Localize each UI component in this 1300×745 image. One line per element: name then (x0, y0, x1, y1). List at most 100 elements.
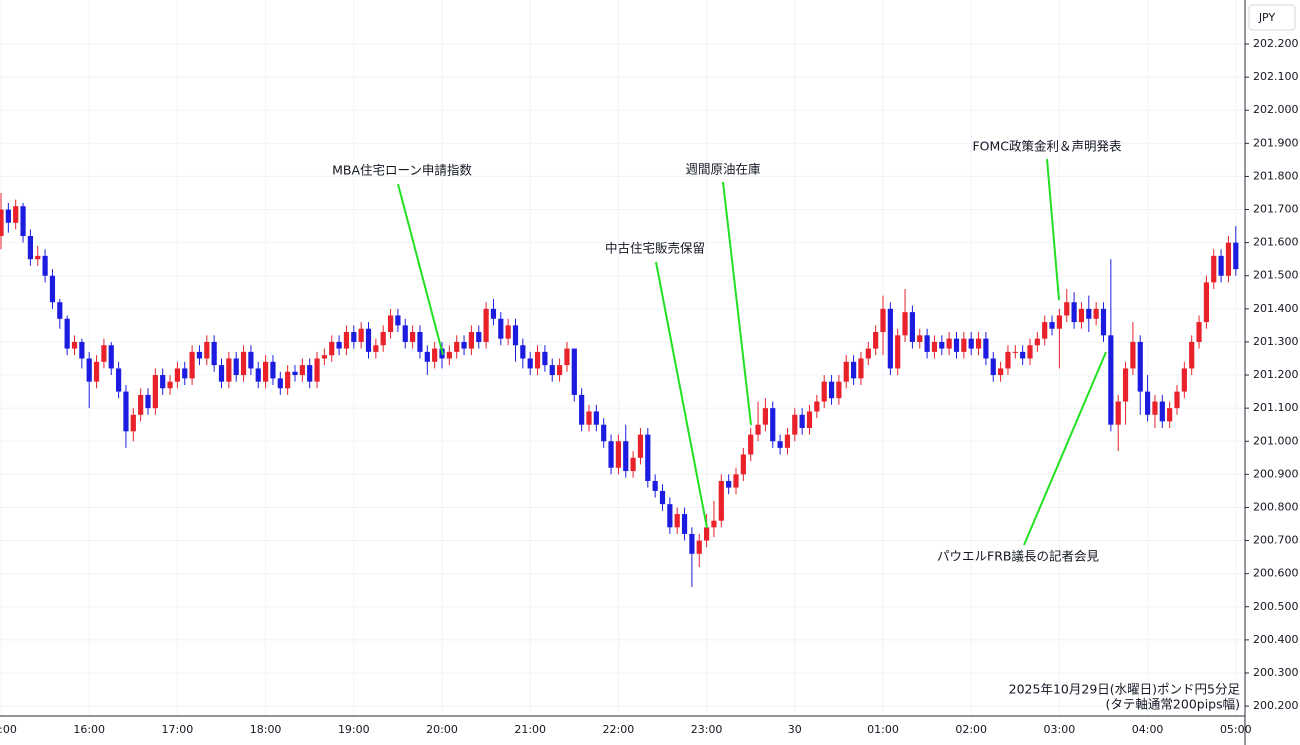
x-tick-label: 05:00 (1220, 723, 1252, 736)
x-tick-label: 20:00 (426, 723, 458, 736)
candle-body (417, 332, 423, 352)
candle-body (93, 361, 100, 382)
candle-body (1027, 345, 1033, 359)
candle-body (233, 358, 239, 376)
candle-body (961, 338, 967, 352)
candle-body (329, 341, 335, 356)
annotation-line (1046, 158, 1060, 301)
x-tick-label: 17:00 (162, 723, 194, 736)
candle-body (490, 308, 497, 319)
x-tick-label: 30 (788, 723, 802, 736)
candle-body (336, 341, 342, 349)
candle-body (557, 365, 563, 376)
candle-body (1174, 391, 1180, 409)
candle-body (630, 457, 636, 472)
candle-body (733, 474, 739, 488)
candle-body (49, 275, 56, 303)
candle-body (42, 255, 48, 276)
candle-body (527, 358, 533, 369)
y-tick-label: 200.500 (1253, 600, 1299, 613)
y-tick-label: 200.600 (1253, 567, 1299, 580)
candle-body (211, 341, 217, 366)
y-tick-label: 200.700 (1253, 534, 1299, 547)
candle-body (843, 361, 849, 382)
candle-body (586, 411, 592, 425)
annotation-line (655, 261, 708, 529)
x-tick-label: 22:00 (603, 723, 635, 736)
candle-body (1056, 315, 1062, 329)
candle-body (902, 312, 908, 336)
y-tick-label: 201.800 (1253, 169, 1299, 182)
candle-body (1225, 242, 1232, 276)
candle-body (770, 408, 776, 442)
candle-body (402, 325, 408, 342)
candle-body (1218, 255, 1224, 276)
candle-body (71, 341, 78, 349)
candle-body (1064, 302, 1070, 316)
candle-body (512, 325, 519, 346)
candle-body (968, 338, 974, 349)
candle-body (182, 368, 188, 379)
candle-body (689, 533, 695, 554)
candle-body (277, 378, 283, 389)
candle-body (998, 368, 1004, 376)
candle-body (1203, 282, 1209, 323)
candle-body (314, 358, 320, 382)
candle-body (990, 358, 996, 376)
candle-body (292, 371, 298, 376)
candle-body (189, 351, 195, 379)
candle-body (873, 332, 879, 349)
candle-body (358, 328, 364, 342)
candle-body (1108, 335, 1114, 425)
candle-body (196, 351, 203, 359)
candle-body (263, 361, 269, 382)
candles (0, 192, 1239, 587)
candle-body (373, 345, 379, 352)
axes: 200.200 200.300 200.400 200.500 200.600 200.7… (0, 37, 1299, 736)
candle-body (476, 332, 482, 342)
annotation-line (1023, 351, 1107, 546)
candle-body (1122, 368, 1129, 402)
candle-body (299, 365, 305, 376)
x-tick-label: 16:00 (73, 723, 105, 736)
candle-body (424, 351, 430, 362)
x-tick-label: 21:00 (514, 723, 546, 736)
candle-body (821, 381, 827, 402)
annotation: パウエルFRB議長の記者会見 (937, 549, 1099, 564)
candle-body (1167, 408, 1173, 422)
candle-body (35, 255, 41, 260)
candle-body (828, 381, 835, 399)
candle-body (218, 365, 225, 382)
candle-body (1078, 308, 1085, 323)
candle-body (946, 338, 952, 349)
candle-body (307, 365, 313, 382)
x-tick-label: 19:00 (338, 723, 370, 736)
candle-body (410, 332, 416, 342)
candle-body (123, 391, 129, 432)
candle-body (975, 338, 982, 349)
y-tick-label: 201.600 (1253, 236, 1299, 249)
candle-body (0, 209, 4, 237)
candle-body (924, 335, 930, 352)
candle-body (1042, 322, 1048, 339)
candle-body (365, 328, 372, 352)
chart-note: 2025年10月29日(水曜日)ポンド円5分足 (1009, 682, 1241, 697)
y-tick-label: 201.900 (1253, 136, 1299, 149)
candle-body (1211, 255, 1217, 283)
candle-body (1093, 308, 1099, 319)
y-tick-label: 200.900 (1253, 467, 1299, 480)
y-tick-label: 201.400 (1253, 302, 1299, 315)
x-tick-label: 04:00 (1132, 723, 1164, 736)
candle-body (1005, 351, 1011, 369)
candle-body (637, 434, 644, 458)
y-axis-unit-box (1248, 4, 1296, 31)
candle-body (880, 308, 886, 333)
candle-body (792, 414, 798, 435)
annotation: MBA住宅ローン申請指数 (332, 163, 472, 178)
candle-body (167, 381, 173, 389)
candle-body (145, 394, 151, 409)
candle-body (953, 338, 960, 352)
candle-body (226, 358, 232, 382)
candle-body (814, 401, 820, 412)
